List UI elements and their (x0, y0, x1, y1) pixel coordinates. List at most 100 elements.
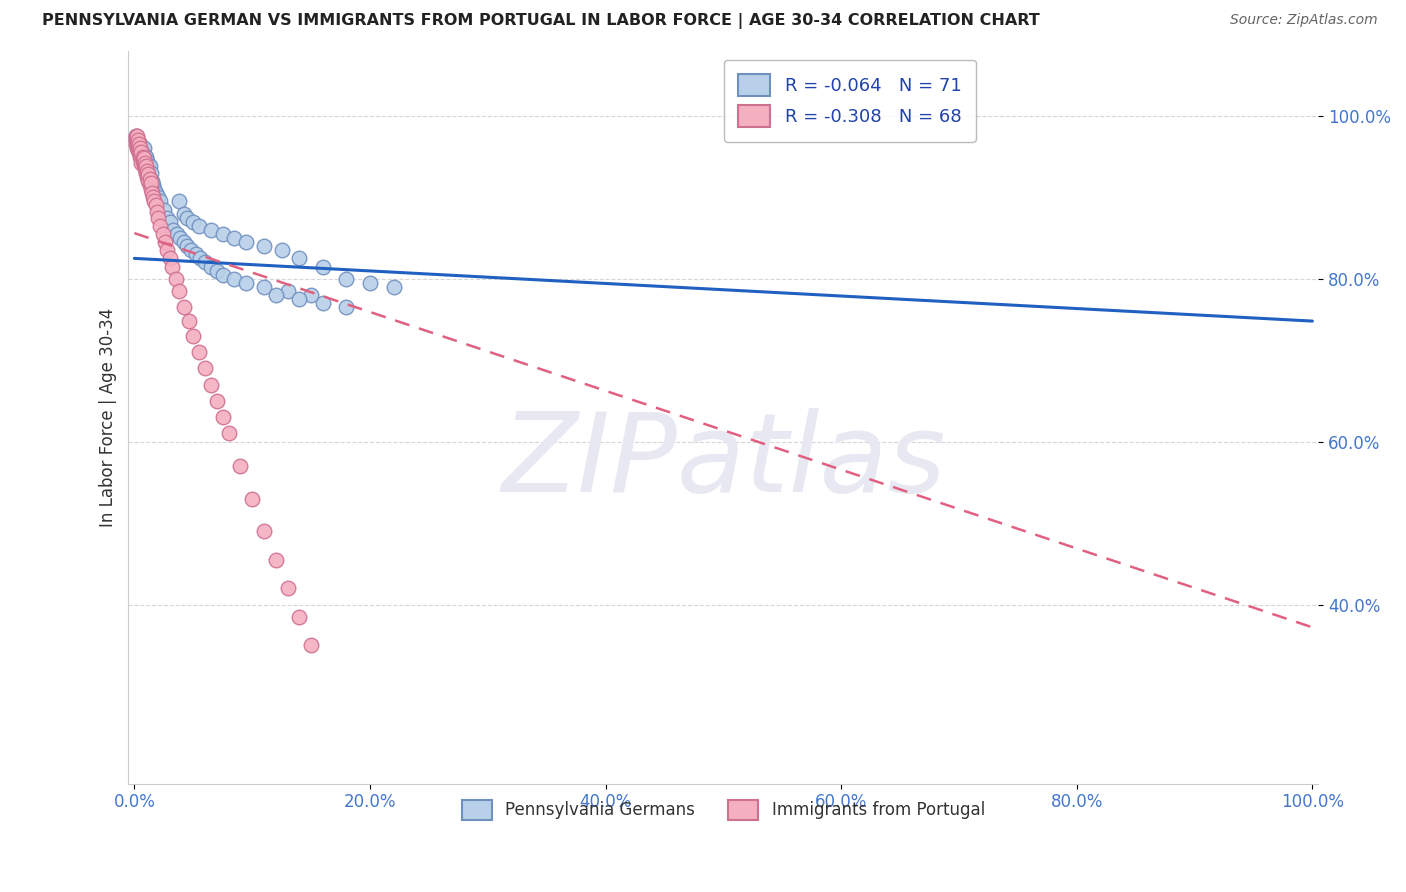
Y-axis label: In Labor Force | Age 30-34: In Labor Force | Age 30-34 (100, 308, 117, 527)
Point (173, 206, 195, 220)
Point (131, 151, 153, 165)
Point (181, 215, 204, 229)
Text: PENNSYLVANIA GERMAN VS IMMIGRANTS FROM PORTUGAL IN LABOR FORCE | AGE 30-34 CORRE: PENNSYLVANIA GERMAN VS IMMIGRANTS FROM P… (42, 13, 1040, 29)
Point (149, 219, 172, 233)
Point (138, 172, 160, 186)
Point (188, 345, 211, 359)
Point (129, 150, 152, 164)
Point (131, 153, 153, 168)
Point (129, 143, 152, 157)
Point (160, 260, 183, 274)
Point (169, 231, 191, 245)
Point (194, 361, 217, 376)
Point (288, 292, 311, 306)
Legend: Pennsylvania Germans, Immigrants from Portugal: Pennsylvania Germans, Immigrants from Po… (456, 793, 991, 827)
Point (159, 215, 181, 229)
Point (128, 141, 150, 155)
Point (132, 141, 155, 155)
Point (138, 159, 160, 173)
Point (136, 153, 159, 168)
Point (127, 143, 149, 157)
Point (167, 194, 190, 209)
Point (129, 145, 152, 160)
Text: Source: ZipAtlas.com: Source: ZipAtlas.com (1230, 13, 1378, 28)
Point (312, 296, 335, 310)
Point (131, 150, 153, 164)
Point (184, 247, 207, 261)
Point (128, 145, 150, 160)
Point (134, 151, 156, 165)
Point (132, 158, 155, 172)
Point (124, 129, 146, 144)
Point (276, 581, 298, 595)
Point (139, 176, 162, 190)
Point (173, 300, 195, 314)
Point (162, 223, 184, 237)
Point (149, 194, 172, 209)
Point (129, 141, 152, 155)
Point (176, 239, 198, 253)
Point (240, 491, 263, 506)
Point (211, 410, 233, 425)
Point (135, 166, 157, 180)
Point (135, 150, 157, 164)
Point (153, 235, 176, 249)
Point (253, 524, 276, 539)
Point (124, 137, 146, 152)
Point (134, 156, 156, 170)
Point (125, 137, 148, 152)
Point (166, 227, 188, 241)
Point (138, 168, 160, 182)
Point (136, 164, 159, 178)
Point (141, 174, 163, 188)
Point (211, 227, 233, 241)
Point (153, 202, 176, 217)
Point (264, 553, 287, 567)
Point (200, 260, 222, 274)
Point (127, 133, 149, 147)
Point (205, 263, 228, 277)
Point (159, 252, 181, 266)
Point (235, 276, 257, 290)
Point (128, 141, 150, 155)
Point (188, 252, 211, 266)
Point (173, 235, 195, 249)
Point (131, 145, 153, 160)
Point (224, 271, 246, 285)
Point (264, 288, 287, 302)
Point (125, 141, 148, 155)
Point (270, 244, 292, 258)
Point (124, 133, 146, 147)
Point (218, 426, 240, 441)
Point (125, 129, 148, 144)
Point (127, 135, 149, 149)
Point (181, 328, 204, 343)
Point (288, 609, 311, 624)
Point (194, 255, 217, 269)
Point (146, 211, 169, 225)
Point (229, 459, 252, 474)
Point (288, 252, 311, 266)
Point (180, 244, 202, 258)
Point (124, 133, 146, 147)
Point (132, 148, 155, 162)
Point (177, 314, 200, 328)
Point (145, 205, 167, 219)
Point (211, 268, 233, 282)
Point (335, 300, 357, 314)
Point (145, 198, 167, 212)
Point (134, 161, 156, 176)
Point (138, 174, 160, 188)
Point (143, 194, 166, 209)
Point (138, 178, 160, 192)
Point (142, 190, 165, 204)
Point (128, 145, 150, 160)
Point (139, 166, 162, 180)
Point (142, 178, 165, 192)
Point (143, 182, 166, 196)
Point (131, 156, 153, 170)
Point (125, 133, 148, 147)
Point (127, 137, 149, 152)
Point (167, 284, 190, 298)
Point (138, 158, 160, 172)
